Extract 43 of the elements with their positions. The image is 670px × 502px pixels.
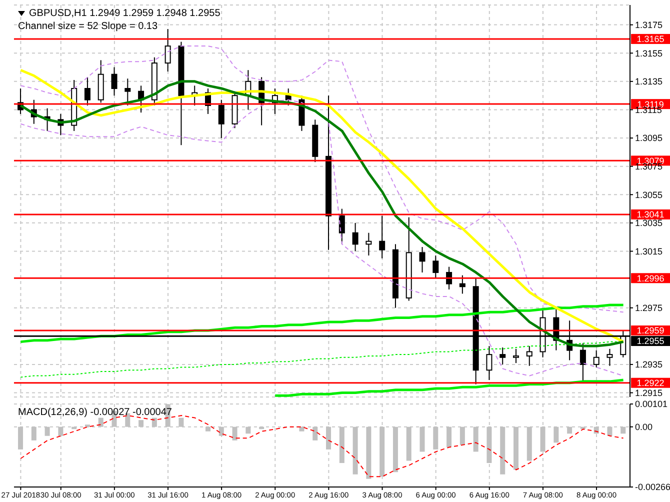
ref-line-label: 1.2955 xyxy=(636,336,664,346)
y-tick-label: -0.00266 xyxy=(635,482,670,492)
candlestick xyxy=(432,254,439,279)
y-tick-label: 0.00101 xyxy=(635,399,668,410)
y-tick-label: 1.3155 xyxy=(635,48,663,58)
y-tick-label: 1.3095 xyxy=(635,133,663,144)
candlestick xyxy=(366,232,372,256)
candlestick xyxy=(84,76,90,106)
candlestick xyxy=(500,346,506,365)
line-series xyxy=(274,378,625,397)
candlestick xyxy=(379,215,386,259)
candlestick xyxy=(218,99,224,139)
ref-line-label: 1.2959 xyxy=(636,326,664,336)
candlestick xyxy=(486,346,492,381)
ref-line-label: 1.3041 xyxy=(636,210,664,220)
y-tick-label: 1.3175 xyxy=(635,20,663,30)
y-tick-label: 1.2975 xyxy=(635,303,663,314)
chart-title: MACD(12,26,9) -0.00027 -0.00047 xyxy=(18,406,172,419)
y-tick-label: 1.2915 xyxy=(635,388,663,398)
line-series xyxy=(20,46,624,313)
candlestick xyxy=(124,78,131,106)
candlestick xyxy=(593,350,600,368)
y-tick-label: 1.3135 xyxy=(635,76,663,87)
y-tick-label: 0.00 xyxy=(635,422,653,432)
candlestick xyxy=(512,348,519,364)
y-tick-label: 1.2935 xyxy=(635,360,663,370)
candlestick xyxy=(580,342,586,382)
y-tick-label: 1.3055 xyxy=(635,190,663,200)
chart-title: GBPUSD,H1 1.2949 1.2959 1.2948 1.2955 xyxy=(29,7,220,20)
ref-line-label: 1.2996 xyxy=(636,273,664,284)
candlestick xyxy=(111,66,118,96)
y-tick-label: 1.3035 xyxy=(635,218,663,228)
text: Channel size = 52 Slope = 0.13 xyxy=(18,20,159,33)
candlestick xyxy=(419,246,426,273)
y-tick-label: 1.3015 xyxy=(635,246,663,256)
candlestick xyxy=(352,222,358,252)
candlestick xyxy=(606,348,613,366)
candlestick xyxy=(459,274,466,294)
ref-line-label: 1.3165 xyxy=(636,34,664,44)
candlestick xyxy=(164,28,171,72)
ref-line-label: 1.2922 xyxy=(636,378,664,388)
candlestick xyxy=(526,346,532,366)
candlestick xyxy=(446,266,452,290)
